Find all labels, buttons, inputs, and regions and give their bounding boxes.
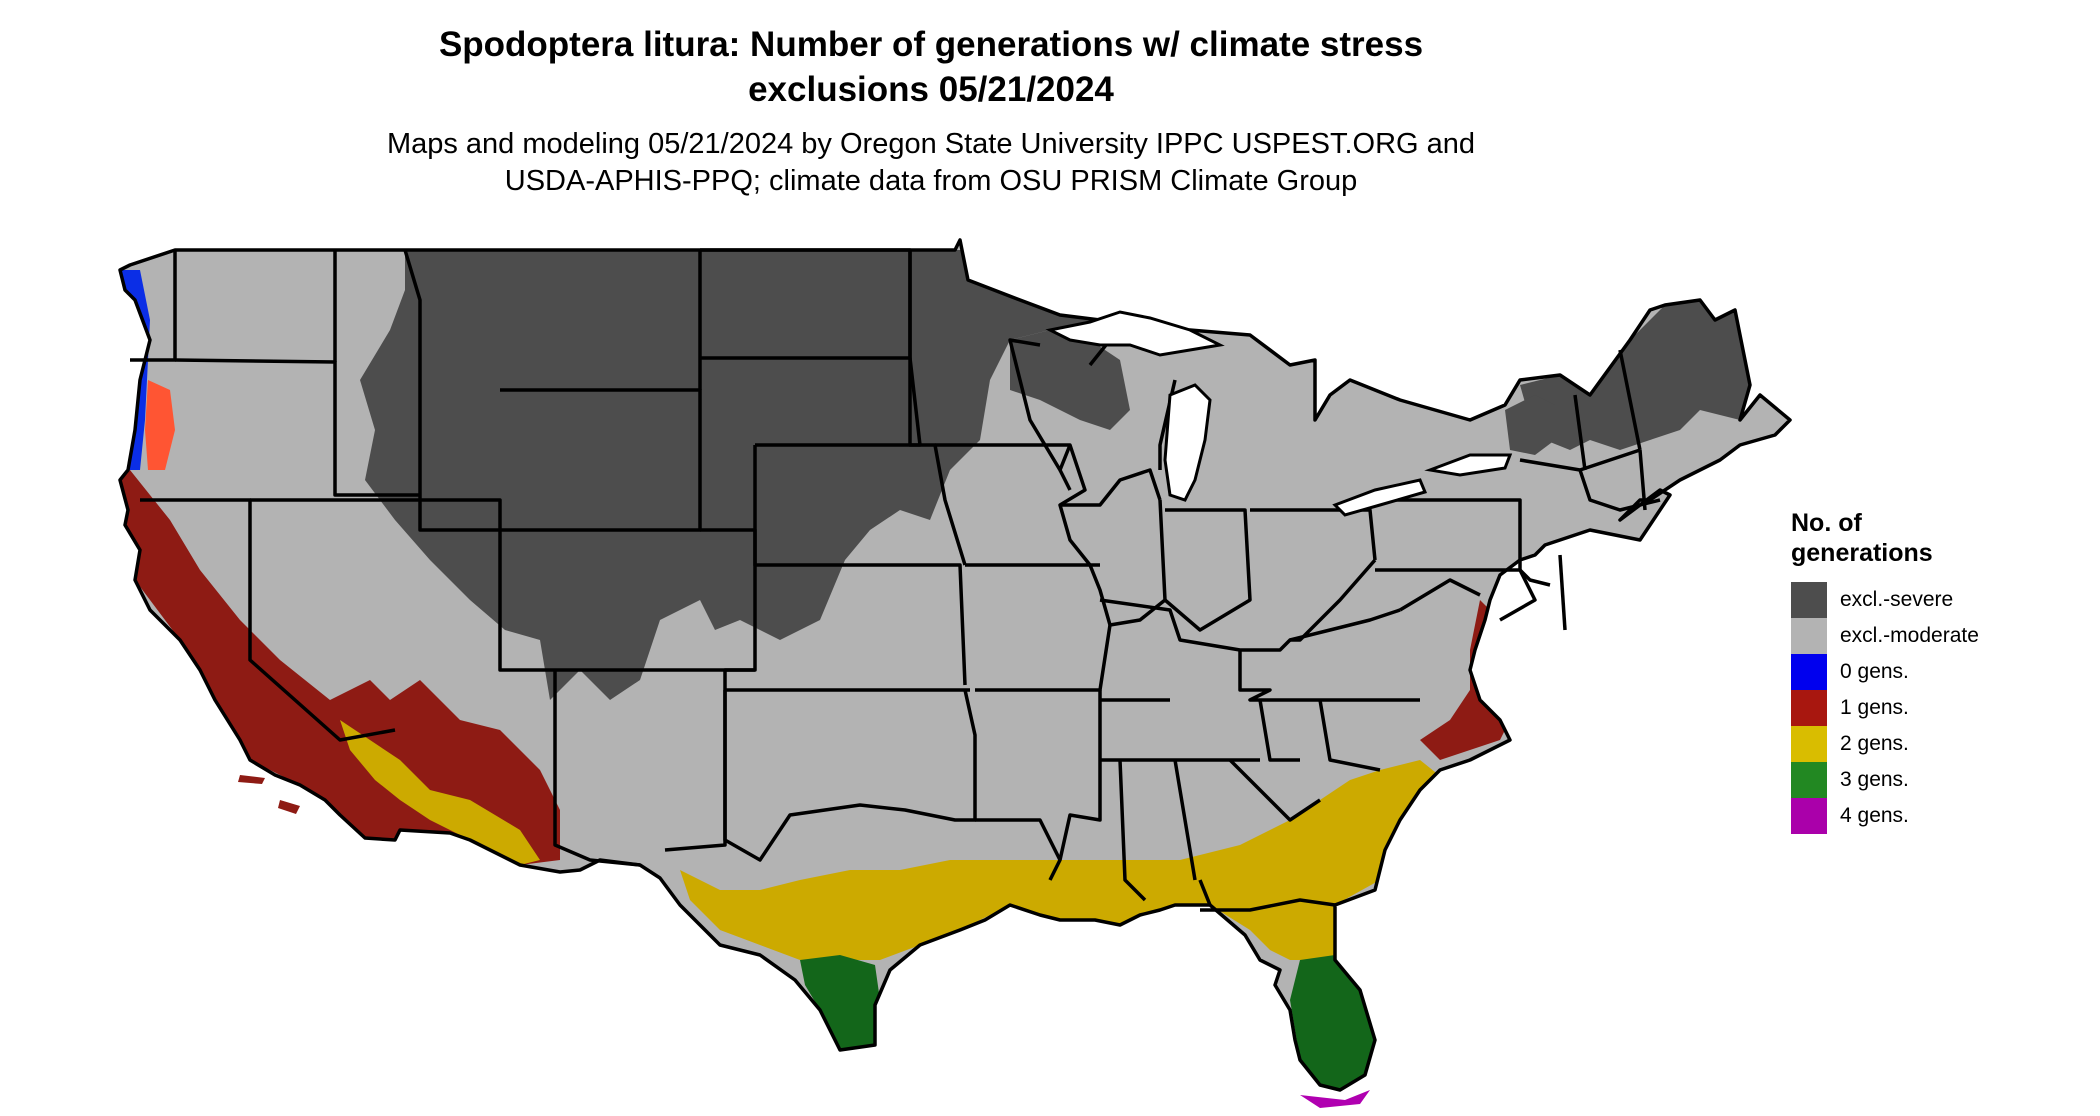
- lake-erie: [1332, 478, 1428, 517]
- title-line-1: Spodoptera litura: Number of generations…: [438, 25, 1424, 64]
- zone-1-gen-oregon: [145, 380, 175, 470]
- legend-label: 2 gens.: [1840, 732, 1909, 755]
- legend-swatch: [1791, 726, 1827, 762]
- lake-michigan: [1163, 383, 1212, 502]
- legend-label: 0 gens.: [1840, 660, 1909, 683]
- legend-item: 2 gens.: [1791, 726, 1979, 762]
- legend-item: 3 gens.: [1791, 762, 1979, 798]
- zone-3-gen-south-florida: [1290, 955, 1375, 1090]
- legend-title-line-1: No. of: [1791, 509, 1862, 537]
- zone-2-gen-southwest: [340, 720, 540, 865]
- legend-item: 0 gens.: [1791, 654, 1979, 690]
- zone-4-gen-florida-keys: [1300, 1090, 1370, 1108]
- legend: No. of generations excl.-severe excl.-mod…: [1791, 508, 1979, 834]
- legend-swatch: [1791, 762, 1827, 798]
- legend-swatch: [1791, 798, 1827, 834]
- legend-title: No. of generations: [1791, 508, 1979, 568]
- legend-label: 3 gens.: [1840, 768, 1909, 791]
- legend-item: excl.-severe: [1791, 582, 1979, 618]
- title-line-2: exclusions 05/21/2024: [748, 70, 1114, 109]
- zone-severe-north: [360, 250, 1130, 700]
- legend-label: 4 gens.: [1840, 804, 1909, 827]
- legend-swatch: [1791, 654, 1827, 690]
- zone-3-gen-south-texas: [800, 955, 880, 1050]
- subtitle-line-1: Maps and modeling 05/21/2024 by Oregon S…: [386, 128, 1476, 160]
- lake-ontario: [1424, 453, 1513, 477]
- legend-label: 1 gens.: [1840, 696, 1909, 719]
- legend-title-line-2: generations: [1791, 539, 1933, 567]
- lake-superior: [1045, 310, 1225, 357]
- legend-item: excl.-moderate: [1791, 618, 1979, 654]
- legend-swatch: [1791, 618, 1827, 654]
- legend-swatch: [1791, 690, 1827, 726]
- zone-severe-adirondack: [1505, 395, 1555, 455]
- us-outline: [118, 238, 1792, 1092]
- legend-label: excl.-severe: [1840, 588, 1954, 611]
- legend-label: excl.-moderate: [1840, 624, 1979, 647]
- legend-item: 1 gens.: [1791, 690, 1979, 726]
- legend-swatch: [1791, 582, 1827, 618]
- legend-item: 4 gens.: [1791, 798, 1979, 834]
- zone-1-gen-channel-islands: [238, 775, 300, 814]
- legend-items: excl.-severe excl.-moderate 0 gens. 1 gens.…: [1791, 582, 1979, 834]
- subtitle-line-2: USDA-APHIS-PPQ; climate data from OSU PR…: [504, 165, 1358, 197]
- zone-1-gen-west: [120, 470, 560, 865]
- map-subtitle: Maps and modeling 05/21/2024 by Oregon S…: [0, 126, 1862, 200]
- state-borders: [130, 248, 1661, 912]
- map-title: Spodoptera litura: Number of generations…: [0, 22, 1862, 112]
